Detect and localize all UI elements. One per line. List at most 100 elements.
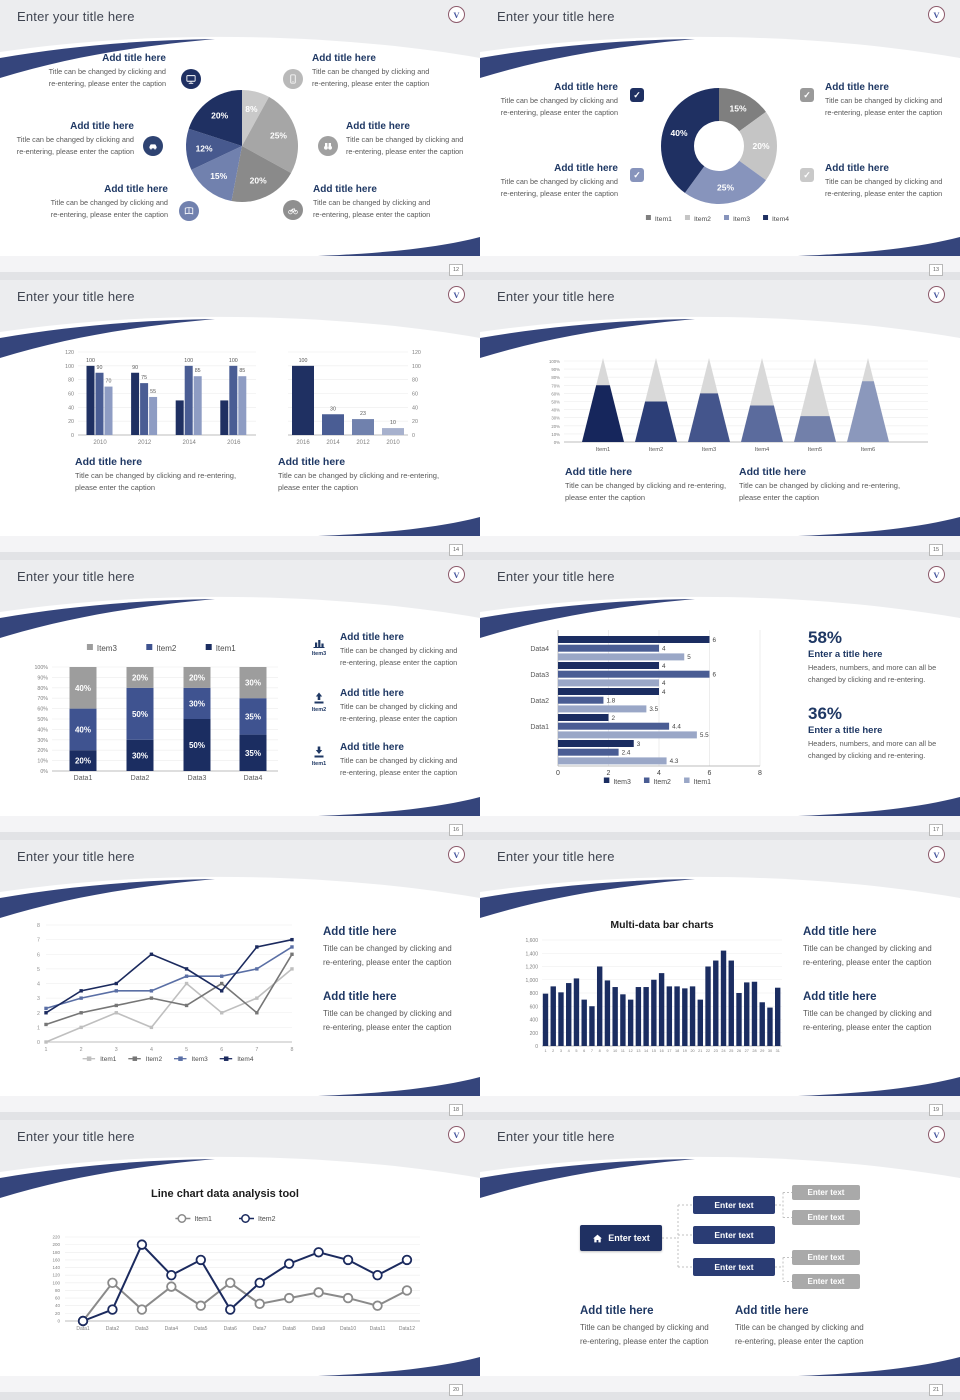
- svg-text:100: 100: [65, 364, 74, 370]
- svg-text:Data3: Data3: [188, 775, 207, 782]
- tree-leaf-node[interactable]: Enter text: [792, 1185, 860, 1200]
- svg-text:2.4: 2.4: [622, 750, 631, 757]
- university-logo: V: [928, 566, 945, 583]
- svg-text:Item6: Item6: [861, 447, 876, 453]
- caption-line: Title can be changed by clicking and: [323, 1009, 452, 1018]
- callout: Add title here Title can be changed by c…: [340, 632, 472, 669]
- callout-title: Add title here: [340, 688, 404, 699]
- tree-node[interactable]: Enter text: [693, 1196, 775, 1214]
- slide-14-bar-charts[interactable]: Enter your title here V Add title here Ti…: [0, 280, 480, 560]
- slide-17-horizontal-bars[interactable]: Enter your title here V 58% Enter a title…: [480, 560, 960, 840]
- svg-text:1,000: 1,000: [525, 978, 538, 984]
- svg-text:Data4: Data4: [165, 1326, 179, 1332]
- logo-letter: V: [453, 849, 460, 860]
- svg-text:55: 55: [150, 389, 156, 395]
- monitor-icon: [181, 69, 201, 89]
- svg-text:5: 5: [687, 654, 691, 661]
- svg-text:29: 29: [760, 1049, 764, 1053]
- svg-text:0: 0: [57, 1319, 60, 1324]
- page-number: 13: [929, 264, 943, 276]
- caption-line: Title can be changed by clicking and re-…: [739, 481, 901, 490]
- svg-text:3.5: 3.5: [649, 706, 658, 713]
- svg-text:Item2: Item2: [653, 779, 671, 786]
- slide-16-stacked-bar[interactable]: Enter your title here V Item3 Item2 Item1…: [0, 560, 480, 840]
- svg-text:70%: 70%: [37, 696, 48, 702]
- svg-text:Data1: Data1: [76, 1326, 90, 1332]
- caption-line: Title can be changed by clicking and: [500, 177, 618, 186]
- callout: Add title here Title can be changed by c…: [803, 991, 955, 1036]
- svg-text:20%: 20%: [75, 757, 91, 766]
- callout: Add title here Title can be changed by c…: [323, 926, 475, 971]
- svg-text:180: 180: [52, 1250, 60, 1255]
- page-number: 18: [449, 1104, 463, 1116]
- svg-text:Item2: Item2: [146, 1056, 163, 1063]
- logo-letter: V: [453, 9, 460, 20]
- svg-text:4: 4: [662, 680, 666, 687]
- checkbox-icon: ✓: [630, 88, 644, 102]
- svg-text:18: 18: [675, 1049, 679, 1053]
- svg-text:4: 4: [150, 1047, 153, 1053]
- callout: Add title here Title can be changed by c…: [340, 742, 472, 779]
- svg-text:1: 1: [45, 1047, 48, 1053]
- svg-text:17: 17: [667, 1049, 671, 1053]
- node-label: Enter text: [807, 1277, 845, 1286]
- callout-caption: Title can be changed by clicking and re-e…: [313, 197, 470, 221]
- slide-15-cone-chart[interactable]: Enter your title here V Add title here Ti…: [480, 280, 960, 560]
- callout-title: Add title here: [803, 926, 877, 938]
- donut-chart: 15% 20% 25% 40% Item1 Item2 Item3 Item4: [645, 88, 789, 223]
- svg-text:3: 3: [560, 1049, 562, 1053]
- tree-node[interactable]: Enter text: [693, 1226, 775, 1244]
- slide-21-tree-diagram[interactable]: Enter your title here V Enter text Enter …: [480, 1120, 960, 1400]
- slide-19-multi-data-bars[interactable]: Enter your title here V Multi-data bar ch…: [480, 840, 960, 1120]
- tree-leaf-node[interactable]: Enter text: [792, 1210, 860, 1225]
- slide-title: Enter your title here: [497, 289, 615, 304]
- phone-icon: [283, 69, 303, 89]
- svg-text:40%: 40%: [75, 725, 91, 734]
- svg-text:60: 60: [55, 1296, 61, 1301]
- svg-text:Data4: Data4: [244, 775, 263, 782]
- logo-letter: V: [453, 289, 460, 300]
- callout-caption: Title can be changed by clicking and re-e…: [14, 66, 166, 90]
- svg-text:20%: 20%: [551, 424, 560, 429]
- svg-text:31: 31: [776, 1049, 780, 1053]
- svg-text:Item1: Item1: [694, 779, 712, 786]
- callout-caption: Title can be changed by clicking and re-e…: [346, 134, 474, 158]
- svg-text:Item3: Item3: [97, 644, 118, 653]
- callout-title: Add title here: [735, 1305, 809, 1317]
- svg-text:20: 20: [690, 1049, 694, 1053]
- stat-title: Enter a title here: [808, 649, 883, 660]
- tree-leaf-node[interactable]: Enter text: [792, 1250, 860, 1265]
- bar-chart-icon: [311, 634, 327, 650]
- svg-text:40: 40: [55, 1303, 61, 1308]
- svg-text:14: 14: [644, 1049, 648, 1053]
- caption-line: changed by clicking and re-entering.: [808, 674, 926, 684]
- slide-18-line-chart[interactable]: Enter your title here V Add title here Ti…: [0, 840, 480, 1120]
- svg-text:30%: 30%: [245, 679, 261, 688]
- tree-root-node[interactable]: Enter text: [580, 1225, 662, 1251]
- callout-monitor: Add title here Title can be changed by c…: [14, 53, 166, 90]
- svg-text:10: 10: [613, 1049, 617, 1053]
- svg-text:Item4: Item4: [237, 1056, 254, 1063]
- svg-text:35%: 35%: [245, 749, 261, 758]
- svg-text:Item2: Item2: [156, 644, 177, 653]
- caption-line: re-entering, please enter the caption: [313, 209, 431, 219]
- callout-title: Add title here: [102, 53, 166, 64]
- tree-node[interactable]: Enter text: [693, 1258, 775, 1276]
- callout-title: Add title here: [825, 82, 889, 93]
- tree-leaf-node[interactable]: Enter text: [792, 1274, 860, 1289]
- slide-13-donut-chart[interactable]: Enter your title here V Add title here Ti…: [480, 0, 960, 280]
- slide-12-pie-infographic[interactable]: Enter your title here V Add title here Ti…: [0, 0, 480, 280]
- callout-caption: Title can be changed by clicking and re-e…: [340, 755, 472, 779]
- caption-line: please enter the caption: [739, 492, 820, 502]
- svg-text:6: 6: [708, 770, 712, 777]
- callout-title: Add title here: [323, 991, 397, 1003]
- svg-text:50%: 50%: [132, 710, 148, 719]
- svg-text:1: 1: [544, 1049, 546, 1053]
- h-bar-chart: 0 2 4 6 8 6 4 5 Data4 4 6 4 Data3 4 1.8 3.5 Data2 2 4.4 5.5…: [530, 630, 762, 786]
- svg-text:Item3: Item3: [702, 447, 717, 453]
- page-number: 14: [449, 544, 463, 556]
- svg-text:160: 160: [52, 1257, 60, 1262]
- node-label: Enter text: [807, 1188, 845, 1197]
- callout: Add title here Title can be changed by c…: [803, 926, 955, 971]
- slide-20-line-analysis[interactable]: Enter your title here V Line chart data a…: [0, 1120, 480, 1400]
